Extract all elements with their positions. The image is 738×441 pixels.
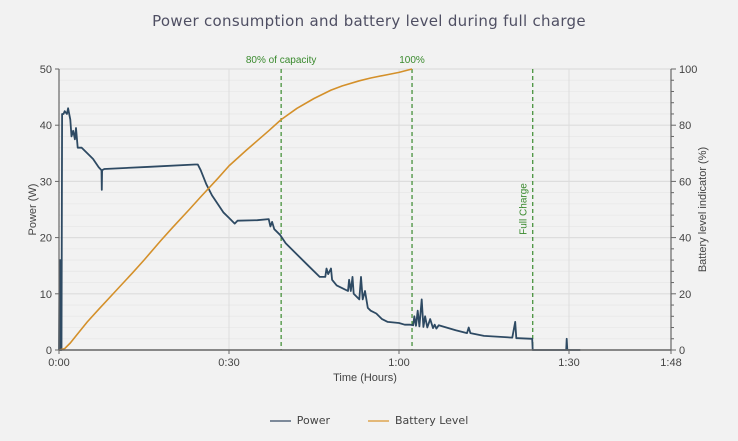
y-tick-label: 10 <box>40 289 52 301</box>
legend-label-battery-level: Battery Level <box>395 414 469 427</box>
y2-tick-label: 100 <box>679 64 697 76</box>
axes: 0 10 20 30 40 50 0 20 40 60 80 100 0:00 0:30 1:00 1:30 1… <box>27 64 709 384</box>
y2-tick-label: 0 <box>679 345 685 357</box>
x-tick-label: 1:30 <box>558 357 579 369</box>
legend: Power Battery Level <box>0 414 738 427</box>
y-tick-label: 40 <box>40 120 52 132</box>
battery-level-line <box>58 68 413 351</box>
x-tick-label: 0:00 <box>48 357 69 369</box>
x-axis-label: Time (Hours) <box>333 372 397 384</box>
y-tick-label: 30 <box>40 176 52 188</box>
chart-title: Power consumption and battery level duri… <box>152 12 586 30</box>
power-line <box>58 107 581 351</box>
legend-swatch-power <box>269 419 291 422</box>
legend-item-battery-level[interactable]: Battery Level <box>368 414 468 427</box>
legend-swatch-battery-level <box>368 419 389 422</box>
annotation-label: 80% of capacity <box>246 55 317 66</box>
y2-tick-label: 20 <box>679 289 691 301</box>
y-tick-label: 50 <box>40 64 52 76</box>
series-layer <box>58 68 581 351</box>
legend-item-power[interactable]: Power <box>269 414 330 427</box>
annotations: 80% of capacity 100% Full Charge <box>246 55 534 350</box>
y2-tick-label: 40 <box>679 233 691 245</box>
x-tick-label: 1:00 <box>388 357 409 369</box>
grid <box>59 68 671 351</box>
y2-axis-label: Battery level indicator (%) <box>697 147 709 272</box>
x-tick-label: 1:48 <box>660 357 681 369</box>
annotation-label: Full Charge <box>519 183 530 235</box>
y2-tick-label: 60 <box>679 176 691 188</box>
y-axis-label: Power (W) <box>27 184 39 236</box>
y2-tick-label: 80 <box>679 120 691 132</box>
y-tick-label: 0 <box>46 345 52 357</box>
annotation-label: 100% <box>399 55 425 66</box>
legend-label-power: Power <box>296 414 330 427</box>
x-tick-label: 0:30 <box>218 357 239 369</box>
y-tick-label: 20 <box>40 233 52 245</box>
